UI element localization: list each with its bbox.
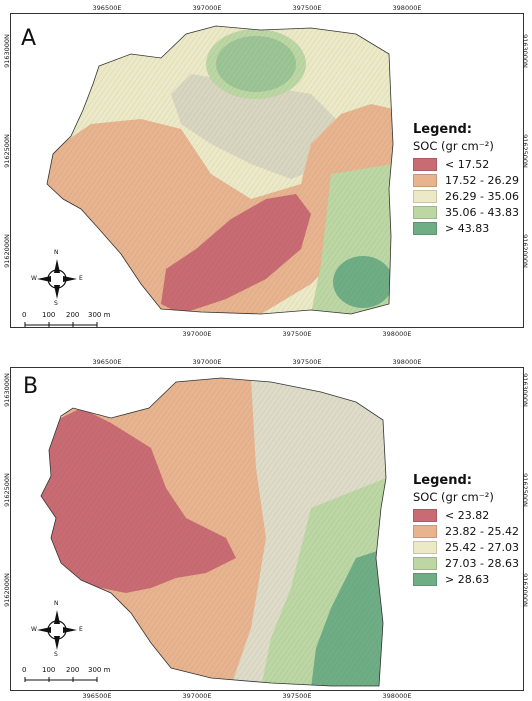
legend-item: > 43.83 (413, 220, 519, 236)
easting-tick-bottom: 398000E (382, 692, 412, 700)
northing-tick-left: 9163000N (3, 373, 11, 407)
north-label: N (54, 600, 59, 607)
easting-tick-top: 398000E (392, 4, 422, 12)
northing-tick-right: 9162000N (521, 573, 529, 607)
legend-b: Legend: SOC (gr cm⁻²) < 23.82 23.82 - 25… (413, 473, 519, 587)
northing-tick-left: 9162500N (3, 473, 11, 507)
easting-tick-top: 397000E (192, 4, 222, 12)
legend-subtitle: SOC (gr cm⁻²) (413, 139, 494, 153)
south-label: S (54, 651, 58, 658)
northing-tick-left: 9163000N (3, 34, 11, 68)
north-arrow-icon (37, 259, 77, 299)
soc-map-b (24, 377, 387, 687)
scale-bar-b (24, 677, 98, 682)
soc-map-a (24, 25, 394, 327)
easting-tick-bottom: 397500E (282, 330, 312, 338)
legend-item: 25.42 - 27.03 (413, 539, 519, 555)
legend-item: 26.29 - 35.06 (413, 188, 519, 204)
panel-label-b: B (23, 374, 39, 399)
northing-tick-right: 9163000N (521, 34, 529, 68)
easting-tick-top: 397500E (292, 358, 322, 366)
legend-item: < 17.52 (413, 156, 519, 172)
easting-tick-bottom: 397500E (282, 692, 312, 700)
legend-item: 27.03 - 28.63 (413, 555, 519, 571)
scale-label: 100 (42, 311, 56, 319)
easting-tick-bottom: 397000E (182, 692, 212, 700)
map-panel-b: B 396500E 397000E 397500E 398000E 396500… (3, 358, 529, 700)
scale-label: 0 (22, 311, 27, 319)
legend-item: 17.52 - 26.29 (413, 172, 519, 188)
scale-label: 300 m (88, 666, 111, 674)
legend-item: 23.82 - 25.42 (413, 523, 519, 539)
easting-tick-bottom: 397000E (182, 330, 212, 338)
east-label: E (79, 275, 83, 282)
east-label: E (79, 626, 83, 633)
legend-title: Legend: (413, 473, 472, 488)
legend-subtitle: SOC (gr cm⁻²) (413, 490, 494, 504)
northing-tick-left: 9162000N (3, 234, 11, 268)
northing-tick-left: 9162500N (3, 134, 11, 168)
easting-tick-top: 396500E (92, 358, 122, 366)
scale-label: 200 (66, 311, 80, 319)
study-area-outline-a (46, 25, 394, 315)
west-label: W (31, 626, 37, 633)
northing-tick-right: 9162500N (521, 473, 529, 507)
easting-tick-bottom: 396500E (82, 692, 112, 700)
legend-item: > 28.63 (413, 571, 519, 587)
study-area-outline-b (40, 377, 387, 687)
easting-tick-bottom: 398000E (382, 330, 412, 338)
legend-title: Legend: (413, 122, 472, 137)
legend-item: 35.06 - 43.83 (413, 204, 519, 220)
south-label: S (54, 300, 58, 307)
scale-label: 300 m (88, 311, 111, 319)
scale-bar-a (24, 322, 98, 327)
easting-tick-top: 397000E (192, 358, 222, 366)
northing-tick-left: 9162000N (3, 573, 11, 607)
north-arrow-icon (37, 610, 77, 650)
northing-tick-right: 9163000N (521, 373, 529, 407)
west-label: W (31, 275, 37, 282)
scale-label: 200 (66, 666, 80, 674)
scale-label: 100 (42, 666, 56, 674)
north-label: N (54, 249, 59, 256)
map-panel-a: A 396500E 397000E 397500E 398000E 397000… (3, 4, 529, 338)
legend-item: < 23.82 (413, 507, 519, 523)
legend-a: Legend: SOC (gr cm⁻²) < 17.52 17.52 - 26… (413, 122, 519, 236)
northing-tick-right: 9162000N (521, 234, 529, 268)
easting-tick-top: 397500E (292, 4, 322, 12)
northing-tick-right: 9162500N (521, 134, 529, 168)
scale-label: 0 (22, 666, 27, 674)
easting-tick-top: 398000E (392, 358, 422, 366)
panel-label-a: A (21, 26, 37, 51)
easting-tick-top: 396500E (92, 4, 122, 12)
